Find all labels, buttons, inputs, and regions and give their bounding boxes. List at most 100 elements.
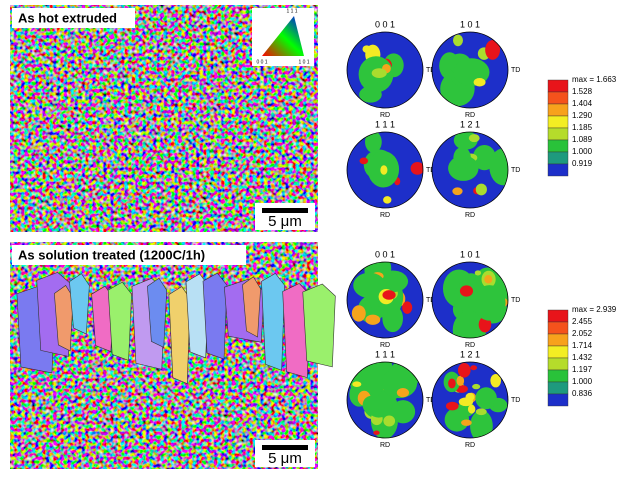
map-label: As solution treated (1200C/1h) <box>18 247 205 262</box>
contour <box>383 196 392 204</box>
contour <box>485 40 501 60</box>
contour <box>473 285 506 321</box>
contour <box>475 387 497 410</box>
scale-label: 5 μm <box>268 450 302 467</box>
legend-swatch <box>547 151 569 165</box>
legend-label: 2.455 <box>572 317 593 326</box>
contour <box>472 383 481 390</box>
rd-label: RD <box>380 112 390 119</box>
ipf-key-label: 1 0 1 <box>298 59 309 65</box>
contour <box>490 373 501 388</box>
pole-figure-label: 1 1 1 <box>375 119 395 129</box>
scale-bar <box>262 208 308 213</box>
contour <box>467 404 476 414</box>
coarse-grain <box>168 286 191 385</box>
pole-figure-label: 1 2 1 <box>460 349 480 359</box>
contour <box>383 415 396 427</box>
legend-label: 1.000 <box>572 147 593 156</box>
scale-box <box>255 203 315 230</box>
legend-label: 2.052 <box>572 329 593 338</box>
pole-figure <box>346 131 424 209</box>
contour <box>380 165 388 175</box>
td-label: TD <box>511 167 520 174</box>
contour <box>448 378 456 389</box>
legend-swatch <box>547 321 569 335</box>
contour <box>444 407 470 432</box>
legend-label: max = 1.663 <box>572 75 617 84</box>
contour <box>453 147 471 169</box>
legend-label: 1.089 <box>572 135 593 144</box>
contour <box>365 314 381 325</box>
pole-figure-rim <box>431 131 509 209</box>
contour <box>359 157 369 165</box>
pole-figure <box>346 261 424 339</box>
coarse-grain <box>261 272 285 371</box>
td-label: TD <box>511 67 520 74</box>
contour <box>473 77 486 87</box>
contour <box>391 400 416 424</box>
legend-swatch <box>547 79 569 93</box>
pole-figure-label: 0 0 1 <box>375 249 395 259</box>
coarse-grain <box>302 283 336 368</box>
scale-label: 5 μm <box>268 213 302 230</box>
contour <box>453 34 463 47</box>
pole-figure-rim <box>431 261 509 339</box>
legend-label: 1.000 <box>572 377 593 386</box>
contour <box>371 68 387 78</box>
legend-label: 1.528 <box>572 87 593 96</box>
pole-figure-contours <box>359 132 423 204</box>
legend-swatch <box>547 163 569 177</box>
pole-figure-rim <box>346 261 424 339</box>
legend-swatch <box>547 309 569 323</box>
rd-label: RD <box>380 212 390 219</box>
legend-swatch <box>547 115 569 129</box>
pole-figure <box>346 31 424 109</box>
legend-swatch <box>547 139 569 153</box>
pole-figure-label: 1 1 1 <box>375 349 395 359</box>
rd-label: RD <box>380 442 390 449</box>
legend-label: 0.919 <box>572 159 593 168</box>
td-label: TD <box>426 397 435 404</box>
legend-label: 1.197 <box>572 365 593 374</box>
legend-label: 1.404 <box>572 99 593 108</box>
coarse-grain <box>107 281 132 361</box>
td-label: TD <box>511 397 520 404</box>
contour <box>452 187 463 196</box>
coarse-grain <box>242 276 261 338</box>
contour <box>459 285 474 297</box>
rd-label: RD <box>465 212 475 219</box>
pole-figure-label: 0 0 1 <box>375 19 395 29</box>
coarse-grain <box>54 285 74 352</box>
td-label: TD <box>426 67 435 74</box>
legend-label: 1.432 <box>572 353 593 362</box>
pole-figure <box>431 31 509 109</box>
legend-swatch <box>547 393 569 407</box>
contour <box>382 290 396 300</box>
contour <box>373 430 380 435</box>
td-label: TD <box>426 167 435 174</box>
contour <box>468 134 480 143</box>
legend-swatch <box>547 103 569 117</box>
map-label: As hot extruded <box>18 10 117 25</box>
contour <box>352 381 362 388</box>
legend-swatch <box>547 381 569 395</box>
scale-bar <box>262 445 308 450</box>
legend-label: 1.185 <box>572 123 593 132</box>
ipf-key-label: 0 0 1 <box>256 59 267 65</box>
contour <box>445 401 459 411</box>
legend-label: 0.836 <box>572 389 593 398</box>
pole-figure <box>431 361 509 439</box>
legend-swatch <box>547 127 569 141</box>
contour <box>452 310 487 338</box>
ipf-key-label: 1 1 1 <box>286 8 297 14</box>
td-label: TD <box>426 297 435 304</box>
contour <box>475 183 487 196</box>
rd-label: RD <box>465 342 475 349</box>
contour <box>410 162 423 175</box>
contour <box>362 395 380 414</box>
scale-box <box>255 440 315 467</box>
pole-figure <box>431 131 509 209</box>
contour <box>456 375 465 386</box>
contour <box>396 387 410 398</box>
map-label-box <box>12 8 135 28</box>
